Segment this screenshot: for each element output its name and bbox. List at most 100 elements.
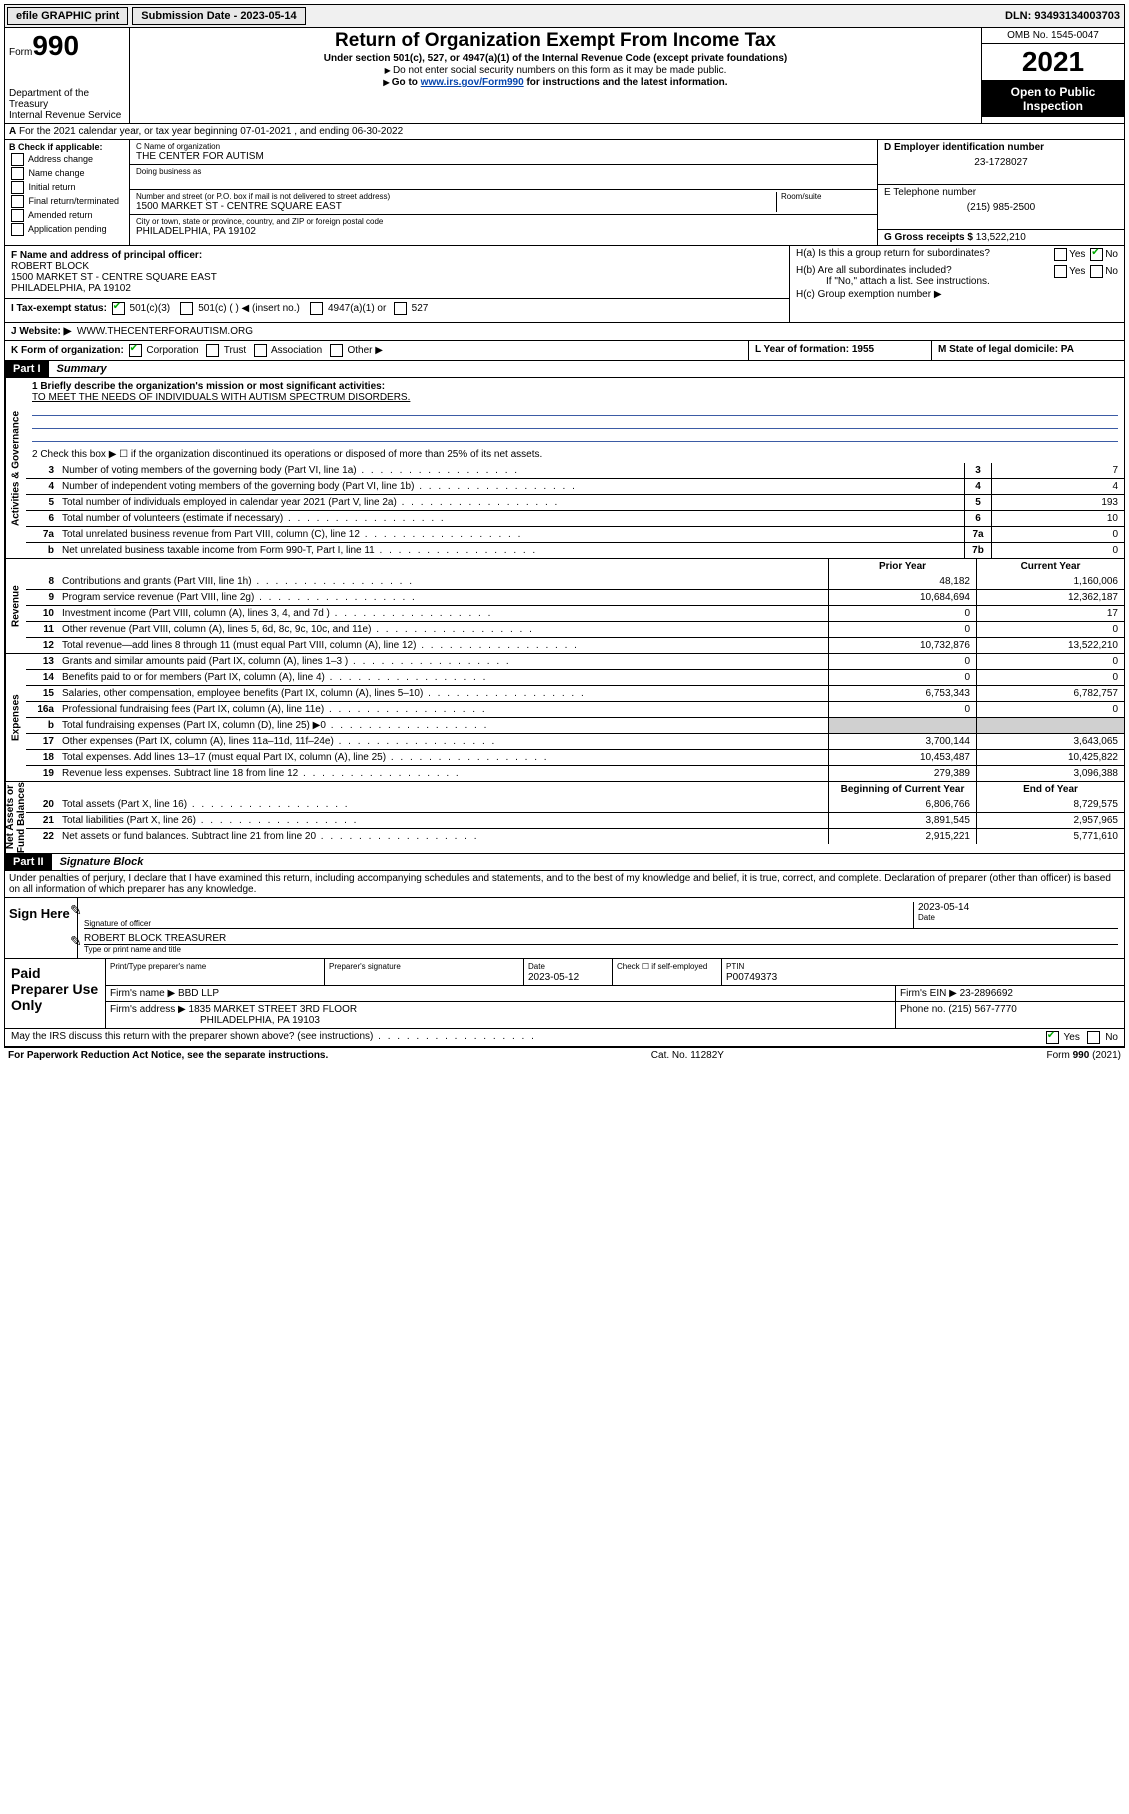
preparer-label: Paid Preparer Use Only: [5, 959, 106, 1028]
footer-mid: Cat. No. 11282Y: [651, 1050, 724, 1061]
website-value: WWW.THECENTERFORAUTISM.ORG: [77, 326, 253, 337]
expenses-grid: Expenses 13Grants and similar amounts pa…: [4, 654, 1125, 782]
summary-row: 14Benefits paid to or for members (Part …: [26, 669, 1124, 685]
footer-left: For Paperwork Reduction Act Notice, see …: [8, 1050, 328, 1061]
street-value: 1500 MARKET ST - CENTRE SQUARE EAST: [136, 201, 776, 212]
city-label: City or town, state or province, country…: [136, 217, 871, 226]
501c-checkbox[interactable]: [180, 302, 193, 315]
preparer-block: Paid Preparer Use Only Print/Type prepar…: [4, 959, 1125, 1029]
dba-label: Doing business as: [136, 167, 871, 176]
form-title: Return of Organization Exempt From Incom…: [136, 30, 975, 52]
summary-row: 3Number of voting members of the governi…: [26, 463, 1124, 478]
efile-button[interactable]: efile GRAPHIC print: [7, 7, 128, 25]
hb-yes[interactable]: [1054, 265, 1067, 278]
sig-date-label: Date: [918, 913, 1118, 922]
year-formation: L Year of formation: 1955: [755, 344, 874, 355]
summary-row: 19Revenue less expenses. Subtract line 1…: [26, 765, 1124, 781]
hb-label: H(b) Are all subordinates included?: [796, 265, 952, 276]
summary-row: bNet unrelated business taxable income f…: [26, 542, 1124, 558]
dln-text: DLN: 93493134003703: [1005, 10, 1120, 22]
irs-link[interactable]: www.irs.gov/Form990: [421, 77, 524, 88]
part2-title: Signature Block: [60, 856, 144, 868]
assoc-checkbox[interactable]: [254, 344, 267, 357]
summary-row: bTotal fundraising expenses (Part IX, co…: [26, 717, 1124, 733]
summary-row: 21Total liabilities (Part X, line 26)3,8…: [26, 812, 1124, 828]
form-header: Form990 Department of the Treasury Inter…: [4, 28, 1125, 124]
summary-row: 22Net assets or fund balances. Subtract …: [26, 828, 1124, 844]
summary-row: 5Total number of individuals employed in…: [26, 494, 1124, 510]
summary-row: 12Total revenue—add lines 8 through 11 (…: [26, 637, 1124, 653]
gross-value: 13,522,210: [976, 232, 1026, 243]
summary-row: 18Total expenses. Add lines 13–17 (must …: [26, 749, 1124, 765]
sig-officer-label: Signature of officer: [84, 919, 913, 928]
part2-bar: Part II Signature Block: [4, 854, 1125, 871]
subtitle-1: Under section 501(c), 527, or 4947(a)(1)…: [136, 53, 975, 64]
box-b: B Check if applicable: Address change Na…: [5, 140, 130, 245]
corp-checkbox[interactable]: [129, 344, 142, 357]
hb-no[interactable]: [1090, 265, 1103, 278]
4947-checkbox[interactable]: [310, 302, 323, 315]
ein-value: 23-1728027: [884, 157, 1118, 168]
line-2: 2 Check this box ▶ ☐ if the organization…: [26, 445, 1124, 463]
discuss-no[interactable]: [1087, 1031, 1100, 1044]
phone-value: (215) 985-2500: [884, 202, 1118, 213]
ha-yes[interactable]: [1054, 248, 1067, 261]
summary-row: 15Salaries, other compensation, employee…: [26, 685, 1124, 701]
section-bc: B Check if applicable: Address change Na…: [4, 140, 1125, 246]
inspection-badge: Open to Public Inspection: [982, 81, 1124, 117]
omb-number: OMB No. 1545-0047: [982, 28, 1124, 44]
sig-date-value: 2023-05-14: [918, 902, 1118, 913]
sig-name-title: ROBERT BLOCK TREASURER: [84, 933, 1118, 944]
row-klm: K Form of organization: Corporation Trus…: [4, 341, 1125, 361]
rev-tab: Revenue: [5, 559, 26, 653]
ein-label: D Employer identification number: [884, 142, 1044, 153]
subtitle-2: Do not enter social security numbers on …: [136, 65, 975, 76]
discuss-row: May the IRS discuss this return with the…: [4, 1029, 1125, 1047]
officer-addr1: 1500 MARKET ST - CENTRE SQUARE EAST: [11, 272, 217, 283]
officer-addr2: PHILADELPHIA, PA 19102: [11, 283, 131, 294]
org-name: THE CENTER FOR AUTISM: [136, 151, 871, 162]
form-number: 990: [32, 30, 79, 61]
submission-date-button[interactable]: Submission Date - 2023-05-14: [132, 7, 305, 25]
mission-text: TO MEET THE NEEDS OF INDIVIDUALS WITH AU…: [32, 392, 410, 403]
footer: For Paperwork Reduction Act Notice, see …: [4, 1047, 1125, 1063]
summary-row: 9Program service revenue (Part VIII, lin…: [26, 589, 1124, 605]
summary-row: 20Total assets (Part X, line 16)6,806,76…: [26, 797, 1124, 812]
tax-year: 2021: [982, 44, 1124, 81]
other-checkbox[interactable]: [330, 344, 343, 357]
section-fhi: F Name and address of principal officer:…: [4, 246, 1125, 323]
eoy-head: End of Year: [976, 782, 1124, 797]
summary-row: 10Investment income (Part VIII, column (…: [26, 605, 1124, 621]
summary-row: 6Total number of volunteers (estimate if…: [26, 510, 1124, 526]
website-row: J Website: ▶ WWW.THECENTERFORAUTISM.ORG: [4, 323, 1125, 341]
revenue-grid: Revenue Prior Year Current Year 8Contrib…: [4, 559, 1125, 654]
city-value: PHILADELPHIA, PA 19102: [136, 226, 871, 237]
summary-row: 7aTotal unrelated business revenue from …: [26, 526, 1124, 542]
ha-no[interactable]: [1090, 248, 1103, 261]
part1-title: Summary: [57, 363, 107, 375]
gross-label: G Gross receipts $: [884, 232, 973, 243]
exp-tab: Expenses: [5, 654, 26, 781]
sign-here-label: Sign Here: [5, 898, 78, 958]
line-a: A For the 2021 calendar year, or tax yea…: [4, 124, 1125, 140]
summary-row: 13Grants and similar amounts paid (Part …: [26, 654, 1124, 669]
penalty-text: Under penalties of perjury, I declare th…: [5, 871, 1124, 897]
officer-label: F Name and address of principal officer:: [11, 250, 202, 261]
top-toolbar: efile GRAPHIC print Submission Date - 20…: [4, 4, 1125, 28]
boy-head: Beginning of Current Year: [828, 782, 976, 797]
current-year-head: Current Year: [976, 559, 1124, 574]
summary-row: 16aProfessional fundraising fees (Part I…: [26, 701, 1124, 717]
officer-name: ROBERT BLOCK: [11, 261, 89, 272]
phone-label: E Telephone number: [884, 187, 976, 198]
form-prefix: Form: [9, 47, 32, 58]
dept-text: Department of the Treasury Internal Reve…: [9, 88, 125, 121]
501c3-checkbox[interactable]: [112, 302, 125, 315]
subtitle-3: Go to www.irs.gov/Form990 for instructio…: [136, 77, 975, 88]
discuss-yes[interactable]: [1046, 1031, 1059, 1044]
527-checkbox[interactable]: [394, 302, 407, 315]
hc-label: H(c) Group exemption number ▶: [796, 289, 1118, 300]
signature-block: Under penalties of perjury, I declare th…: [4, 871, 1125, 959]
state-domicile: M State of legal domicile: PA: [938, 344, 1074, 355]
trust-checkbox[interactable]: [206, 344, 219, 357]
gov-tab: Activities & Governance: [5, 378, 26, 558]
